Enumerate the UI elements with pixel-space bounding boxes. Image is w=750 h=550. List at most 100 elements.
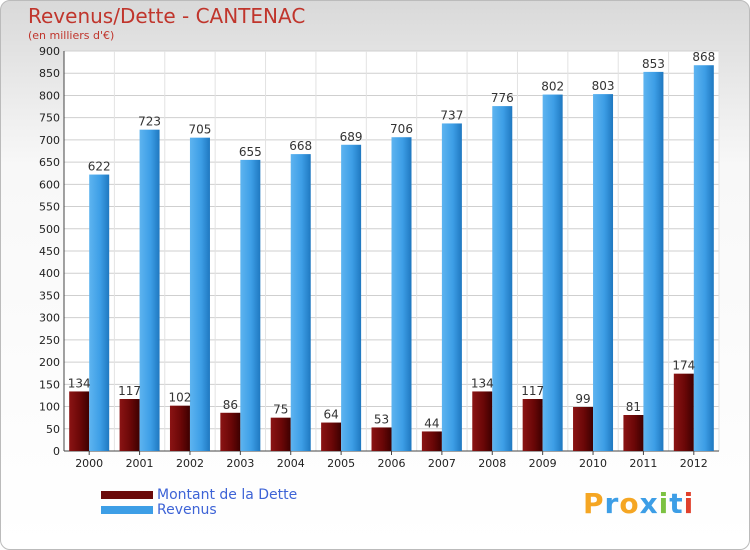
bar-debt xyxy=(169,405,190,451)
y-tick-label: 850 xyxy=(39,67,60,80)
y-tick-label: 550 xyxy=(39,201,60,214)
legend-swatch-revenue xyxy=(101,505,153,514)
bar-debt xyxy=(673,373,694,451)
logo-letter: P xyxy=(583,487,605,520)
bar-revenue xyxy=(693,65,714,451)
y-tick-label: 600 xyxy=(39,178,60,191)
x-tick-label: 2008 xyxy=(478,457,506,470)
x-tick-label: 2005 xyxy=(327,457,355,470)
y-tick-label: 650 xyxy=(39,156,60,169)
bar-debt xyxy=(522,399,543,451)
chart-title: Revenus/Dette - CANTENAC xyxy=(28,4,306,28)
x-tick-label: 2012 xyxy=(680,457,708,470)
bar-debt xyxy=(421,431,442,451)
legend-label-debt: Montant de la Dette xyxy=(157,486,298,503)
bar-revenue xyxy=(89,174,110,452)
legend: Montant de la Dette Revenus xyxy=(101,486,298,518)
logo-letter: o xyxy=(619,487,640,520)
data-label-debt: 134 xyxy=(471,376,494,390)
y-tick-label: 100 xyxy=(39,401,60,414)
logo-letter: r xyxy=(604,487,620,520)
bar-debt xyxy=(573,407,594,451)
legend-item-debt: Montant de la Dette xyxy=(101,486,298,503)
data-label-debt: 86 xyxy=(223,398,238,412)
chart-subtitle: (en milliers d'€) xyxy=(28,29,115,42)
bar-revenue xyxy=(189,137,210,451)
bar-revenue xyxy=(391,137,412,451)
y-tick-label: 0 xyxy=(53,445,60,458)
logo-letter: i xyxy=(683,487,695,520)
x-tick-label: 2007 xyxy=(428,457,456,470)
y-tick-label: 900 xyxy=(39,45,60,58)
data-label-debt: 99 xyxy=(575,392,590,406)
data-label-debt: 64 xyxy=(323,408,338,422)
bar-debt xyxy=(220,412,241,451)
data-label-revenue: 803 xyxy=(592,79,615,93)
bar-debt xyxy=(371,427,392,451)
data-label-revenue: 723 xyxy=(138,115,161,129)
data-label-debt: 174 xyxy=(672,359,695,373)
y-tick-label: 50 xyxy=(46,423,60,436)
data-label-revenue: 776 xyxy=(491,91,514,105)
bar-debt xyxy=(119,399,140,451)
y-tick-label: 250 xyxy=(39,334,60,347)
y-tick-label: 700 xyxy=(39,134,60,147)
bar-debt xyxy=(270,417,291,451)
logo-letter: i xyxy=(658,487,670,520)
bar-debt xyxy=(321,422,342,451)
bar-revenue xyxy=(240,159,261,451)
legend-item-revenue: Revenus xyxy=(101,501,297,518)
bar-revenue xyxy=(290,154,311,451)
data-label-revenue: 689 xyxy=(340,130,363,144)
x-tick-label: 2006 xyxy=(378,457,406,470)
y-tick-label: 350 xyxy=(39,289,60,302)
x-tick-label: 2000 xyxy=(75,457,103,470)
x-tick-label: 2010 xyxy=(579,457,607,470)
x-tick-label: 2003 xyxy=(226,457,254,470)
y-tick-label: 200 xyxy=(39,356,60,369)
y-tick-label: 300 xyxy=(39,312,60,325)
bar-debt xyxy=(69,391,90,451)
bar-revenue xyxy=(643,71,664,451)
data-label-debt: 102 xyxy=(169,391,192,405)
y-tick-label: 750 xyxy=(39,112,60,125)
data-label-revenue: 802 xyxy=(541,80,564,94)
legend-swatch-debt xyxy=(101,490,153,499)
bar-debt xyxy=(623,415,644,451)
bar-revenue xyxy=(593,94,614,451)
data-label-debt: 134 xyxy=(68,376,91,390)
data-label-debt: 117 xyxy=(521,384,544,398)
x-tick-label: 2011 xyxy=(629,457,657,470)
data-label-debt: 75 xyxy=(273,403,288,417)
legend-label-revenue: Revenus xyxy=(157,501,217,518)
y-tick-label: 400 xyxy=(39,267,60,280)
y-tick-label: 800 xyxy=(39,89,60,102)
data-label-revenue: 868 xyxy=(692,50,715,64)
data-label-debt: 117 xyxy=(118,384,141,398)
data-label-revenue: 705 xyxy=(189,123,212,137)
y-tick-label: 450 xyxy=(39,245,60,258)
data-label-debt: 44 xyxy=(424,416,439,430)
x-tick-label: 2004 xyxy=(277,457,305,470)
data-label-revenue: 706 xyxy=(390,122,413,136)
data-label-revenue: 655 xyxy=(239,145,262,159)
bar-debt xyxy=(472,391,493,451)
data-label-debt: 53 xyxy=(374,412,389,426)
logo-letter: t xyxy=(669,487,684,520)
data-label-revenue: 737 xyxy=(440,108,463,122)
bar-revenue xyxy=(492,106,513,451)
proxiti-logo: Proxiti xyxy=(583,487,694,520)
bar-revenue xyxy=(341,144,362,451)
x-tick-label: 2001 xyxy=(126,457,154,470)
bar-revenue xyxy=(139,129,160,451)
bar-revenue xyxy=(542,94,563,452)
data-label-debt: 81 xyxy=(626,400,641,414)
y-tick-label: 500 xyxy=(39,223,60,236)
x-tick-label: 2009 xyxy=(529,457,557,470)
logo-letter: x xyxy=(639,487,659,520)
data-label-revenue: 668 xyxy=(289,139,312,153)
data-label-revenue: 853 xyxy=(642,57,665,71)
data-label-revenue: 622 xyxy=(88,160,111,174)
